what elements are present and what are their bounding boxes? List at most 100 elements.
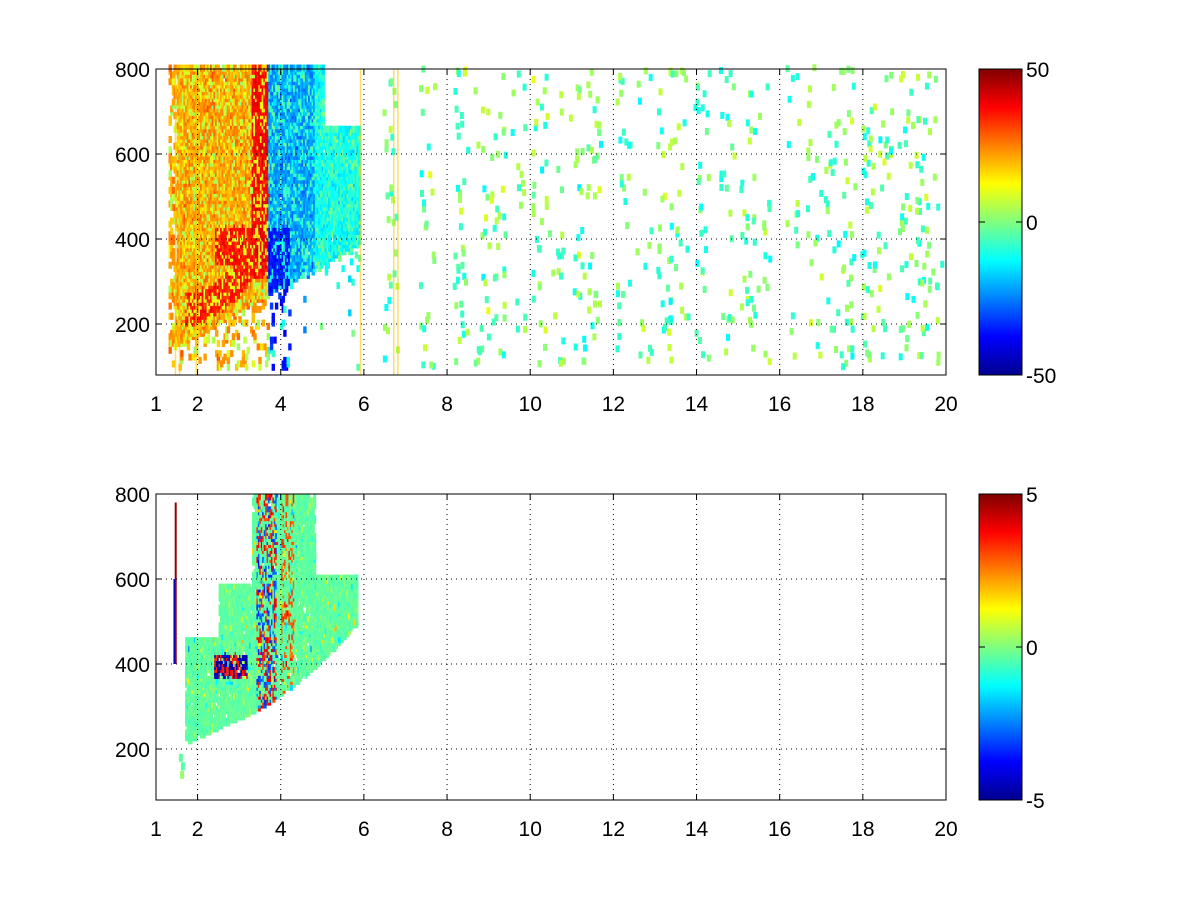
heatmap-cell — [228, 319, 232, 327]
heatmap-cell — [303, 326, 307, 334]
heatmap-cell — [170, 227, 174, 235]
heatmap-cell — [168, 146, 172, 154]
heatmap-cell — [258, 305, 262, 313]
heatmap-cell — [188, 101, 192, 109]
heatmap-cell — [274, 64, 279, 72]
heatmap-cell — [288, 343, 292, 351]
heatmap-cell — [188, 319, 192, 327]
heatmap-cell — [198, 122, 202, 130]
heatmap-cell — [193, 193, 197, 201]
heatmap-cell — [274, 84, 279, 92]
heatmap-cell — [259, 101, 264, 109]
heatmap-cell — [208, 207, 212, 215]
heatmap-cell — [226, 363, 231, 371]
heatmap-cell — [259, 183, 264, 191]
heatmap-cell — [279, 261, 284, 269]
heatmap-cell — [198, 95, 202, 103]
heatmap-cell — [261, 319, 265, 327]
heatmap-cell — [269, 251, 274, 259]
heatmap-cell — [259, 343, 264, 351]
heatmap-cell — [183, 193, 187, 201]
heatmap-cell — [258, 363, 262, 371]
heatmap-cell — [266, 333, 270, 341]
heatmap-cell — [263, 299, 267, 307]
heatmap-cell — [264, 207, 269, 215]
heatmap-cell — [284, 227, 289, 235]
heatmap-cell — [208, 319, 212, 327]
heatmap-cell — [269, 224, 274, 232]
heatmap-cell — [188, 353, 192, 361]
heatmap-cell — [170, 217, 174, 225]
heatmap-cell — [279, 156, 284, 164]
heatmap-cell — [168, 261, 172, 269]
heatmap-cell — [193, 261, 197, 269]
heatmap-cell — [188, 305, 192, 313]
heatmap-cell — [279, 91, 284, 99]
heatmap-cell — [198, 356, 202, 364]
heatmap-cell — [171, 176, 176, 184]
heatmap-cell — [266, 353, 270, 361]
heatmap-cell — [168, 115, 172, 123]
heatmap-cell — [269, 336, 274, 344]
heatmap-cell — [231, 333, 236, 341]
heatmap-cell — [193, 204, 197, 211]
heatmap-cell — [183, 295, 187, 303]
heatmap-cell — [225, 333, 229, 341]
heatmap-cell — [279, 200, 284, 208]
heatmap-cell — [215, 329, 219, 337]
heatmap-cell — [283, 329, 287, 337]
heatmap-cell — [198, 156, 202, 164]
heatmap-cell — [221, 339, 226, 347]
heatmap-cell — [269, 98, 274, 106]
heatmap-cell — [203, 146, 207, 154]
heatmap-cell — [203, 295, 207, 303]
heatmap-cell — [264, 64, 269, 72]
heatmap-cell — [278, 292, 282, 300]
heatmap-cell — [186, 343, 191, 351]
heatmap-cell — [203, 217, 207, 225]
heatmap-cell — [171, 186, 176, 194]
heatmap-cell — [188, 64, 192, 72]
heatmap-cell — [228, 312, 232, 320]
heatmap-cell — [188, 180, 192, 188]
heatmap-cell — [264, 275, 269, 283]
heatmap-cell — [193, 231, 197, 239]
heatmap-cell — [183, 78, 187, 86]
heatmap-cell — [256, 343, 260, 351]
heatmap-cell — [284, 193, 289, 201]
heatmap-cell — [183, 169, 187, 177]
heatmap-cell — [236, 333, 241, 341]
heatmap-cell — [188, 159, 192, 167]
heatmap-cell — [259, 285, 264, 293]
heatmap-cell — [279, 231, 284, 239]
heatmap-cell — [271, 363, 275, 371]
heatmap-cell — [279, 163, 284, 171]
heatmap-cell — [198, 132, 202, 140]
heatmap-cell — [171, 193, 176, 201]
heatmap-cell — [168, 346, 172, 354]
heatmap-cell — [193, 238, 197, 245]
heatmap-cell — [203, 336, 207, 344]
heatmap-cell — [208, 159, 212, 167]
heatmap-cell — [206, 336, 211, 344]
heatmap-cell — [246, 346, 250, 354]
heatmap-cell — [203, 288, 207, 296]
heatmap-cell — [171, 78, 176, 86]
heatmap-cell — [269, 118, 274, 126]
heatmap-cell — [289, 282, 294, 290]
heatmap-cell — [279, 278, 284, 286]
heatmap-cell — [208, 108, 212, 116]
heatmap-cell — [171, 98, 176, 106]
heatmap-cell — [284, 64, 289, 72]
heatmap-cell — [193, 186, 197, 194]
heatmap-cell — [216, 339, 221, 347]
heatmap-cell — [208, 78, 212, 86]
heatmap-cell — [271, 312, 275, 320]
heatmap-cell — [274, 204, 279, 211]
heatmap-cell — [231, 339, 236, 347]
heatmap-cell — [256, 319, 260, 327]
heatmap-cell — [171, 248, 176, 256]
heatmap-cell — [259, 146, 264, 154]
heatmap-cell — [171, 254, 176, 262]
heatmap-cell — [203, 183, 207, 191]
